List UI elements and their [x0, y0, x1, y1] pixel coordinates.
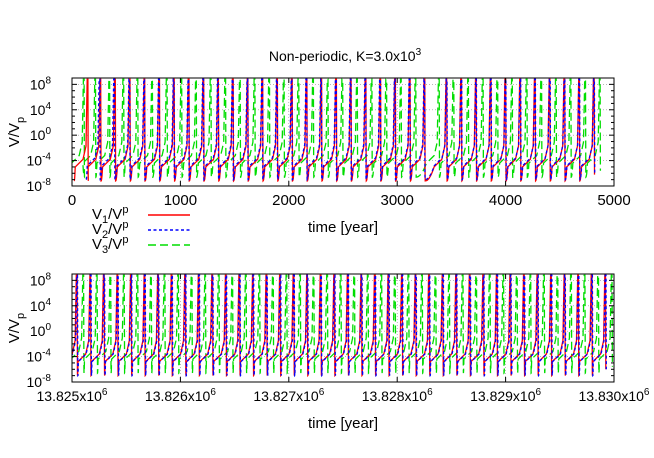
x-tick-label: 13.828x106	[362, 387, 433, 404]
y-tick-label: 104	[30, 297, 52, 314]
y-tick-label: 10-4	[27, 152, 52, 169]
legend-label: V3/Vp	[92, 234, 128, 256]
x-axis-label: time [year]	[308, 415, 378, 432]
x-axis: 13.825x106 13.826x106 13.827x106 13.828x106…	[37, 274, 650, 404]
series-line-v2	[72, 274, 607, 378]
y-axis: 108 104 100 10-4 10-8	[27, 271, 614, 390]
x-tick-label: 13.827x106	[253, 387, 324, 404]
y-tick-label: 10-4	[27, 348, 52, 365]
y-tick-label: 100	[30, 322, 52, 339]
x-tick-label: 13.829x106	[470, 387, 541, 404]
y-tick-label: 108	[30, 75, 52, 92]
y-tick-label: 10-8	[27, 177, 52, 194]
legend-label: V1/Vp	[92, 204, 128, 226]
x-tick-label: 5000	[597, 192, 630, 209]
series-line-v3	[72, 274, 614, 375]
x-tick-label: 13.825x106	[37, 387, 108, 404]
x-axis: 0 1000 2000 3000 4000 5000	[68, 78, 631, 209]
x-tick-label: 1000	[164, 192, 197, 209]
x-tick-label: 13.826x106	[145, 387, 216, 404]
y-axis-label: V/Vp	[6, 313, 27, 343]
x-tick-label: 0	[68, 192, 76, 209]
y-axis-label: V/Vp	[6, 117, 27, 147]
x-axis-label: time [year]	[308, 219, 378, 236]
chart-title-sup: 3	[416, 47, 422, 58]
y-axis: 108 104 100 10-4 10-8	[27, 75, 614, 194]
plot-frame	[71, 273, 615, 383]
plot-frame	[71, 77, 615, 187]
x-tick-label: 2000	[272, 192, 305, 209]
top-panel: 0 1000 2000 3000 4000 5000 108 104 100 10-4 10-8 ti…	[6, 75, 631, 236]
y-tick-label: 10-8	[27, 373, 52, 390]
chart-title: Non-periodic, K=3.0x103	[269, 47, 422, 64]
legend-label: V2/Vp	[92, 219, 128, 241]
x-tick-label: 3000	[381, 192, 414, 209]
series-group	[72, 78, 602, 183]
x-tick-label: 13.830x106	[579, 387, 650, 404]
x-tick-label: 4000	[489, 192, 522, 209]
series-group	[72, 274, 614, 378]
y-tick-label: 108	[30, 271, 52, 288]
chart-title-text: Non-periodic, K=3.0x10	[269, 48, 416, 64]
grid	[71, 274, 615, 383]
y-tick-label: 104	[30, 101, 52, 118]
series-line-v3	[72, 78, 602, 179]
bottom-panel: 13.825x106 13.826x106 13.827x106 13.828x106…	[6, 271, 650, 432]
y-tick-label: 100	[30, 126, 52, 143]
series-line-v2	[85, 78, 596, 182]
